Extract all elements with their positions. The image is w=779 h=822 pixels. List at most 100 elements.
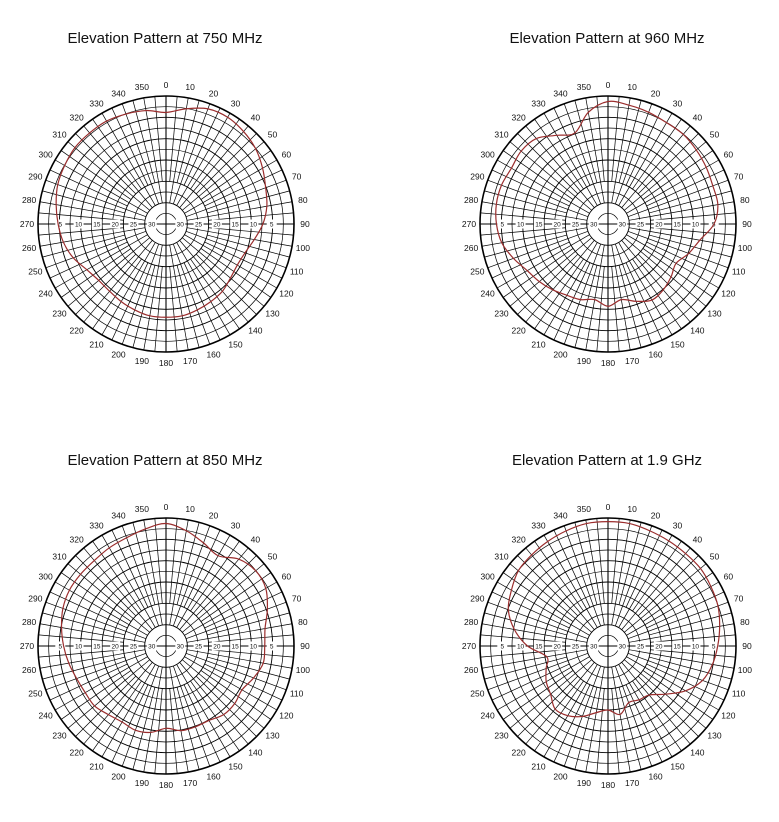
grid-spoke bbox=[585, 666, 605, 773]
grid-spoke bbox=[54, 581, 148, 636]
grid-spoke bbox=[54, 234, 148, 289]
angle-tick-label: 320 bbox=[512, 113, 526, 123]
angle-tick-label: 190 bbox=[135, 778, 149, 788]
grid-spoke bbox=[481, 227, 588, 247]
grid-spoke bbox=[92, 540, 142, 612]
angle-tick-label: 110 bbox=[732, 267, 746, 277]
angle-tick-label: 280 bbox=[464, 195, 478, 205]
grid-spoke bbox=[169, 266, 178, 352]
angle-tick-label: 120 bbox=[721, 711, 735, 721]
grid-spoke bbox=[207, 612, 290, 636]
angle-tick-label: 80 bbox=[740, 195, 750, 205]
grid-spoke bbox=[614, 525, 653, 627]
grid-spoke bbox=[42, 234, 125, 258]
grid-spoke bbox=[38, 634, 124, 643]
grid-spoke bbox=[184, 234, 278, 289]
grid-spoke bbox=[614, 665, 653, 767]
grid-spoke bbox=[625, 107, 663, 186]
angle-tick-label: 60 bbox=[282, 572, 292, 582]
angle-tick-label: 260 bbox=[22, 665, 36, 675]
angle-tick-label: 210 bbox=[531, 761, 545, 771]
angle-tick-label: 90 bbox=[300, 641, 310, 651]
grid-spoke bbox=[611, 518, 620, 604]
angle-tick-label: 90 bbox=[742, 641, 752, 651]
ring-label-bg bbox=[497, 219, 508, 229]
ring-label-bg bbox=[552, 219, 563, 229]
grid-spoke bbox=[183, 529, 221, 608]
grid-spoke bbox=[200, 248, 272, 298]
grid-spoke bbox=[624, 563, 707, 633]
grid-spoke bbox=[182, 141, 265, 211]
angle-tick-label: 50 bbox=[268, 130, 278, 140]
ring-tick-label: 30 bbox=[619, 644, 627, 651]
grid-spoke bbox=[169, 666, 189, 773]
grid-spoke bbox=[121, 525, 160, 627]
ring-label-bg bbox=[175, 641, 186, 651]
angle-tick-label: 260 bbox=[464, 665, 478, 675]
grid-spoke bbox=[207, 656, 290, 680]
grid-spoke bbox=[45, 179, 147, 218]
grid-spoke bbox=[169, 244, 189, 351]
grid-spoke bbox=[195, 555, 257, 617]
grid-spoke bbox=[646, 169, 725, 207]
ring-label-bg bbox=[73, 219, 84, 229]
grid-spoke bbox=[625, 529, 663, 608]
ring-label-bg bbox=[653, 641, 664, 651]
grid-spoke bbox=[491, 591, 570, 629]
angle-tick-label: 70 bbox=[734, 171, 744, 181]
grid-spoke bbox=[101, 664, 156, 758]
angle-tick-label: 80 bbox=[298, 195, 308, 205]
angle-tick-label: 230 bbox=[494, 730, 508, 740]
ring-label-bg bbox=[55, 641, 66, 651]
grid-spoke bbox=[186, 649, 293, 669]
grid-spoke bbox=[637, 555, 699, 617]
grid-spoke bbox=[185, 601, 287, 640]
grid-spoke bbox=[509, 563, 592, 633]
grid-spoke bbox=[525, 547, 595, 630]
ring-tick-label: 15 bbox=[674, 222, 682, 229]
ring-label-bg bbox=[211, 641, 222, 651]
grid-spoke bbox=[618, 100, 642, 183]
grid-spoke bbox=[185, 230, 287, 269]
grid-spoke bbox=[195, 675, 257, 737]
grid-spoke bbox=[621, 125, 691, 208]
angle-tick-label: 50 bbox=[268, 552, 278, 562]
grid-spoke bbox=[650, 634, 736, 643]
grid-spoke bbox=[39, 649, 146, 669]
grid-spoke bbox=[121, 243, 160, 345]
grid-spoke bbox=[143, 666, 163, 773]
ring-tick-label: 5 bbox=[58, 644, 62, 651]
angle-tick-label: 30 bbox=[231, 99, 241, 109]
grid-spoke bbox=[650, 212, 736, 221]
grid-spoke bbox=[186, 201, 293, 221]
ring-tick-label: 25 bbox=[130, 644, 138, 651]
ring-label-bg bbox=[588, 219, 599, 229]
angle-tick-label: 240 bbox=[481, 711, 495, 721]
grid-spoke bbox=[39, 227, 146, 247]
angle-tick-label: 140 bbox=[690, 325, 704, 335]
grid-spoke bbox=[611, 244, 631, 351]
grid-spoke bbox=[484, 612, 567, 636]
ring-tick-label: 25 bbox=[637, 644, 645, 651]
ring-label-bg bbox=[110, 219, 121, 229]
ring-tick-label: 30 bbox=[590, 644, 598, 651]
grid-spoke bbox=[543, 664, 598, 758]
angle-tick-label: 100 bbox=[738, 665, 752, 675]
angle-tick-label: 90 bbox=[742, 219, 752, 229]
ring-tick-label: 30 bbox=[148, 222, 156, 229]
grid-spoke bbox=[502, 248, 574, 298]
angle-tick-label: 280 bbox=[22, 617, 36, 627]
grid-spoke bbox=[49, 169, 128, 207]
ring-label-bg bbox=[128, 641, 139, 651]
ring-tick-label: 10 bbox=[250, 644, 258, 651]
angle-tick-label: 230 bbox=[52, 308, 66, 318]
ring-label-bg bbox=[570, 641, 581, 651]
ring-tick-label: 25 bbox=[572, 644, 580, 651]
ring-label-bg bbox=[266, 219, 277, 229]
ring-label-bg bbox=[110, 641, 121, 651]
grid-spoke bbox=[642, 248, 714, 298]
angle-tick-label: 350 bbox=[135, 82, 149, 92]
grid-spoke bbox=[182, 237, 265, 307]
grid-spoke bbox=[621, 662, 691, 745]
